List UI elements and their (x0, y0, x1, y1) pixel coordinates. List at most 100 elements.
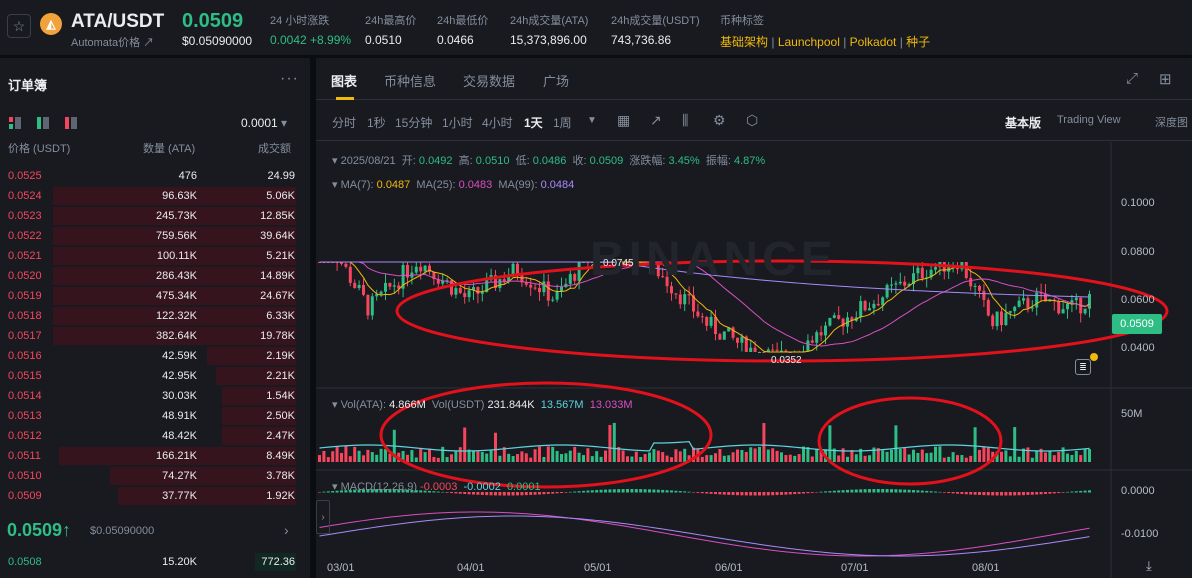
macd-bar (516, 492, 519, 496)
macd-bar (916, 490, 920, 493)
tag-link[interactable]: 种子 (906, 35, 931, 49)
tag-link[interactable]: 基础架构 (720, 35, 769, 49)
mid-price-row[interactable]: 0.0509↑ $0.05090000 › (0, 518, 310, 550)
volume-bar (573, 446, 577, 462)
book-asks-icon[interactable] (65, 117, 77, 129)
ask-amount: 37.77K (162, 490, 197, 502)
interval-1d[interactable]: 1天 (524, 116, 543, 130)
expand-icon[interactable]: ⤢ (1126, 70, 1139, 87)
candle-body (357, 284, 361, 288)
ask-row[interactable]: 0.0519 475.34K 24.67K (0, 286, 310, 306)
volume-bar (683, 448, 687, 462)
ask-row[interactable]: 0.0518 122.32K 6.33K (0, 306, 310, 326)
stat-label-tags: 币种标签 (720, 15, 764, 27)
ask-row[interactable]: 0.0520 286.43K 14.89K (0, 266, 310, 286)
volume-bar (784, 454, 788, 462)
ask-row[interactable]: 0.0510 74.27K 3.78K (0, 466, 310, 486)
interval-more-icon[interactable]: ▼ (587, 115, 597, 126)
ask-row[interactable]: 0.0517 382.64K 19.78K (0, 326, 310, 346)
candle-body (731, 327, 735, 338)
ask-price: 0.0523 (8, 210, 42, 222)
more-icon[interactable]: ··· (280, 70, 299, 87)
macd-bar (375, 489, 379, 493)
tag-link[interactable]: Polkadot (849, 35, 897, 49)
volume-bar (678, 451, 682, 462)
indicator-icon[interactable]: ↗ (650, 112, 662, 128)
macd-bar (551, 492, 555, 494)
ma99-line (319, 261, 1090, 298)
tab-coin-info[interactable]: 币种信息 (384, 74, 437, 89)
grid-layout-icon[interactable]: ⊞ (1159, 71, 1172, 88)
pair-title[interactable]: ATA/USDT (71, 11, 165, 32)
interval-1h[interactable]: 1小时 (442, 116, 473, 130)
volume-bar (758, 446, 761, 462)
macd-bar (318, 492, 321, 493)
ask-row[interactable]: 0.0515 42.95K 2.21K (0, 366, 310, 386)
volume-bar (771, 448, 775, 462)
ask-row[interactable]: 0.0512 48.42K 2.47K (0, 426, 310, 446)
ask-row[interactable]: 0.0516 42.59K 2.19K (0, 346, 310, 366)
macd-bar (436, 491, 440, 493)
kline-chart[interactable] (316, 142, 1192, 578)
star-icon[interactable]: ☆ (7, 14, 31, 38)
candle-body (815, 332, 819, 343)
ask-row[interactable]: 0.0523 245.73K 12.85K (0, 206, 310, 226)
version-basic[interactable]: 基本版 (1005, 116, 1042, 130)
tab-chart[interactable]: 图表 (331, 74, 358, 89)
volume-bar (362, 455, 365, 462)
candle-body (406, 264, 409, 278)
ask-row[interactable]: 0.0513 48.91K 2.50K (0, 406, 310, 426)
macd-bar (758, 492, 761, 496)
scale-reset-icon[interactable]: ⤓ (1146, 558, 1152, 573)
interval-line[interactable]: 分时 (332, 116, 357, 130)
bid-total: 772.36 (261, 556, 295, 568)
chevron-right-icon[interactable]: › (284, 522, 289, 538)
candle-body (577, 262, 581, 281)
macd-bar (441, 491, 445, 493)
hexagon-icon[interactable]: ⬡ (746, 112, 759, 128)
candle-body (969, 278, 973, 287)
ask-row[interactable]: 0.0521 100.11K 5.21K (0, 246, 310, 266)
note-icon[interactable]: ≣ (1075, 359, 1091, 375)
volume-bar (916, 452, 920, 462)
tab-trading-data[interactable]: 交易数据 (463, 74, 516, 89)
version-depth[interactable]: 深度图 (1155, 117, 1188, 129)
pair-subtitle-link[interactable]: Automata价格 ↗ (71, 37, 155, 49)
stat-label-high: 24h最高价 (365, 15, 417, 27)
volume-bar (727, 455, 731, 462)
watermark: BINANCE (590, 233, 837, 286)
candle-type-icon[interactable]: ⫼ (682, 112, 689, 128)
interval-1w[interactable]: 1周 (553, 116, 572, 130)
ask-row[interactable]: 0.0511 166.21K 8.49K (0, 446, 310, 466)
ask-price: 0.0518 (8, 310, 42, 322)
ask-row[interactable]: 0.0509 37.77K 1.92K (0, 486, 310, 506)
bid-row[interactable]: 0.0508 15.20K 772.36 (0, 552, 310, 572)
macd-bar (956, 492, 959, 494)
chart-scroll-left-button[interactable]: › (316, 500, 330, 534)
interval-4h[interactable]: 4小时 (482, 116, 513, 130)
macd-bar (828, 491, 832, 493)
chart-settings-icon[interactable]: ⚙ (713, 112, 726, 128)
macd-bar (881, 489, 885, 493)
calendar-icon[interactable]: ▦ (617, 112, 631, 128)
tag-link[interactable]: Launchpool (777, 35, 840, 49)
ask-row[interactable]: 0.0525 476 24.99 (0, 166, 310, 186)
ask-row[interactable]: 0.0514 30.03K 1.54K (0, 386, 310, 406)
ask-row[interactable]: 0.0522 759.56K 39.64K (0, 226, 310, 246)
interval-1s[interactable]: 1秒 (367, 116, 386, 130)
version-tradingview[interactable]: Trading View (1057, 114, 1121, 126)
stat-value-low: 0.0466 (437, 33, 474, 47)
volume-bar (480, 451, 484, 462)
candle-body (696, 311, 700, 317)
macd-bar (859, 489, 863, 493)
book-bids-icon[interactable] (37, 117, 49, 129)
volume-bar (912, 449, 915, 462)
book-both-icon[interactable] (9, 117, 21, 129)
ask-row[interactable]: 0.0524 96.63K 5.06K (0, 186, 310, 206)
candle-body (868, 308, 871, 311)
tab-square[interactable]: 广场 (543, 74, 570, 89)
candle-body (1017, 300, 1021, 307)
volume-bar (626, 456, 629, 462)
interval-15m[interactable]: 15分钟 (395, 116, 433, 130)
precision-select[interactable]: 0.0001 ▾ (241, 116, 288, 130)
